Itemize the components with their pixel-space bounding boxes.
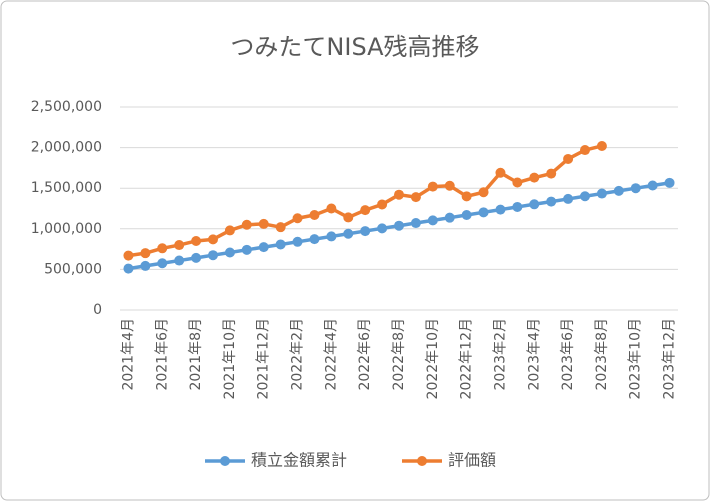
- series-marker: [410, 192, 421, 203]
- series-marker: [343, 228, 354, 239]
- series-marker: [208, 234, 218, 245]
- x-tick-label: 2022年12月: [459, 318, 475, 399]
- x-tick-label: 2023年6月: [560, 318, 576, 391]
- x-tick-label: 2023年8月: [594, 318, 610, 391]
- x-tick-label: 2021年8月: [188, 318, 204, 391]
- series-marker: [546, 196, 557, 207]
- series-marker: [563, 193, 574, 204]
- x-tick-label: 2021年12月: [256, 318, 272, 399]
- y-tick-label: 1,500,000: [31, 180, 102, 196]
- series-marker: [326, 203, 337, 214]
- series-marker: [613, 185, 624, 196]
- x-tick-label: 2022年4月: [323, 318, 339, 391]
- series-marker: [174, 255, 185, 266]
- series-marker: [258, 218, 269, 229]
- series-marker: [343, 212, 354, 223]
- y-tick-label: 2,000,000: [31, 140, 102, 156]
- x-tick-label: 2023年2月: [492, 318, 508, 391]
- series-marker: [461, 191, 472, 202]
- x-tick-label: 2022年10月: [425, 318, 441, 399]
- x-tick-label: 2022年6月: [357, 318, 373, 391]
- series-marker: [123, 250, 134, 261]
- legend-marker: [417, 456, 427, 466]
- series-marker: [309, 209, 320, 220]
- series-marker: [174, 240, 185, 251]
- series-marker: [444, 180, 455, 191]
- series-marker: [157, 258, 168, 269]
- series-marker: [123, 263, 134, 274]
- series-marker: [377, 199, 388, 210]
- x-tick-label: 2021年10月: [222, 318, 238, 399]
- x-tick-label: 2023年12月: [662, 318, 678, 399]
- series-marker: [275, 239, 286, 250]
- y-tick-label: 500,000: [44, 261, 102, 277]
- series-marker: [512, 177, 523, 188]
- legend-marker: [220, 456, 230, 466]
- series-marker: [529, 172, 540, 183]
- series-marker: [275, 222, 286, 233]
- x-tick-label: 2021年6月: [154, 318, 170, 391]
- y-tick-label: 0: [93, 302, 102, 318]
- series-marker: [427, 215, 438, 226]
- series-marker: [630, 183, 641, 194]
- series-marker: [241, 244, 252, 255]
- series-marker: [529, 199, 540, 210]
- series-marker: [377, 223, 388, 234]
- series-marker: [360, 226, 371, 237]
- series-marker: [140, 260, 151, 271]
- series-marker: [326, 231, 337, 242]
- y-tick-label: 1,000,000: [31, 221, 102, 237]
- x-tick-label: 2022年8月: [391, 318, 407, 391]
- series-marker: [258, 242, 269, 253]
- series-marker: [309, 234, 320, 245]
- series-marker: [580, 145, 590, 156]
- series-marker: [292, 236, 303, 247]
- series-marker: [647, 180, 658, 191]
- legend-label: 積立金額累計: [251, 451, 347, 470]
- series-marker: [563, 153, 574, 164]
- series-marker: [461, 209, 472, 220]
- series-marker: [208, 250, 218, 261]
- legend-label: 評価額: [448, 451, 496, 470]
- series-marker: [495, 167, 506, 178]
- series-marker: [546, 168, 557, 179]
- x-tick-label: 2021年4月: [120, 318, 136, 391]
- series-marker: [157, 243, 168, 254]
- series-marker: [410, 218, 421, 229]
- x-tick-label: 2022年2月: [290, 318, 306, 391]
- series-marker: [512, 201, 523, 212]
- x-tick-label: 2023年4月: [526, 318, 542, 391]
- series-marker: [596, 188, 607, 199]
- series-marker: [427, 181, 438, 192]
- series-marker: [140, 248, 151, 259]
- series-marker: [191, 252, 202, 263]
- series-marker: [580, 191, 590, 202]
- series-marker: [478, 207, 489, 218]
- series-marker: [224, 247, 235, 258]
- x-tick-label: 2023年10月: [628, 318, 644, 399]
- series-marker: [444, 212, 455, 223]
- series-marker: [241, 219, 252, 230]
- series-marker: [191, 235, 202, 246]
- series-marker: [360, 205, 371, 216]
- series-marker: [394, 189, 404, 200]
- series-marker: [224, 225, 235, 236]
- series-marker: [495, 204, 506, 215]
- series-marker: [394, 220, 404, 231]
- series-marker: [292, 213, 303, 224]
- series-marker: [478, 187, 489, 198]
- chart-title: つみたてNISA残高推移: [230, 33, 479, 61]
- series-marker: [596, 140, 607, 151]
- series-marker: [664, 177, 675, 188]
- y-tick-label: 2,500,000: [31, 99, 102, 115]
